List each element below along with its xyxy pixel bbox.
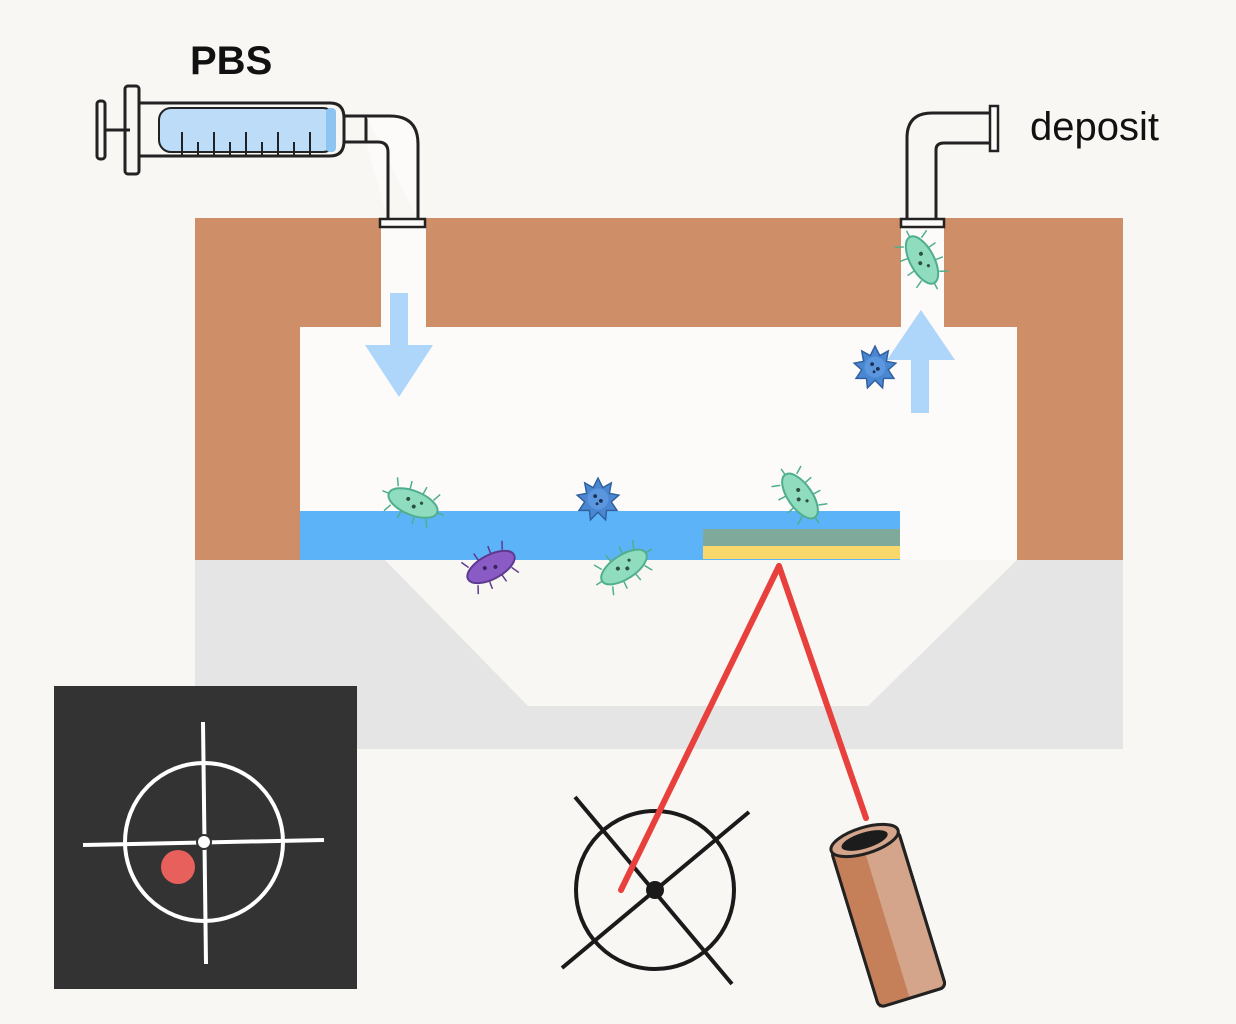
sensor-gold-layer — [703, 546, 900, 559]
sensor-top-layer — [703, 529, 900, 546]
detector-display — [54, 686, 357, 989]
syringe-icon — [95, 84, 368, 176]
inlet-elbow-pipe — [366, 114, 420, 220]
syringe-label: PBS — [190, 39, 272, 83]
detector-center-dot — [196, 834, 212, 850]
laser-beam — [618, 563, 869, 893]
crosshair-icon — [560, 795, 751, 986]
outlet-elbow-pipe — [905, 111, 990, 220]
inlet-pipe-flange — [378, 217, 427, 229]
chamber-wall — [195, 218, 1123, 560]
outlet-label: deposit — [1030, 105, 1159, 149]
prism-base — [195, 560, 1123, 749]
chamber — [195, 218, 1123, 560]
arrow-down-icon — [365, 293, 433, 397]
arrow-up-icon — [887, 310, 955, 413]
outlet-pipe-cap — [988, 104, 1000, 153]
outlet-pipe-flange — [899, 217, 946, 229]
laser-tube-icon — [829, 822, 947, 1008]
detector-spot — [161, 850, 195, 884]
